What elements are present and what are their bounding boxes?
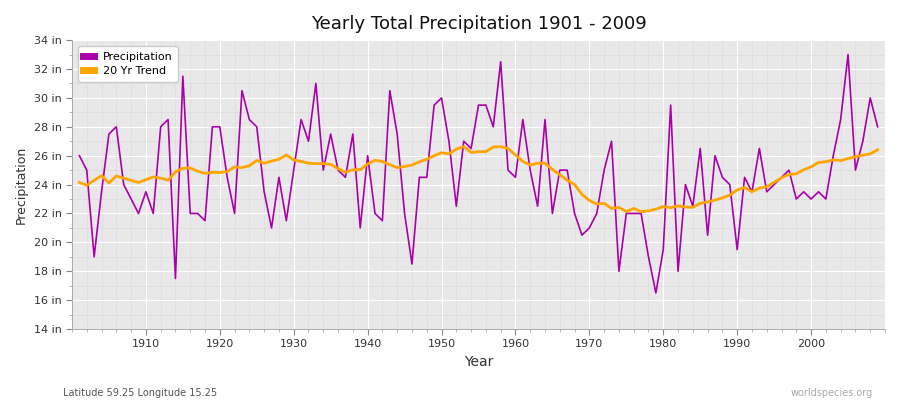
Line: 20 Yr Trend: 20 Yr Trend xyxy=(79,147,878,212)
Precipitation xyxy=(598,168,609,172)
Precipitation xyxy=(510,175,521,180)
20 Yr Trend xyxy=(606,206,616,211)
20 Yr Trend xyxy=(458,144,469,149)
Precipitation xyxy=(503,168,514,172)
Y-axis label: Precipitation: Precipitation xyxy=(15,146,28,224)
20 Yr Trend xyxy=(518,159,528,164)
20 Yr Trend xyxy=(74,180,85,185)
Precipitation xyxy=(651,290,661,295)
20 Yr Trend xyxy=(296,159,307,164)
X-axis label: Year: Year xyxy=(464,355,493,369)
Text: worldspecies.org: worldspecies.org xyxy=(791,388,873,398)
20 Yr Trend xyxy=(872,147,883,152)
Line: Precipitation: Precipitation xyxy=(79,54,878,293)
Precipitation xyxy=(842,52,853,57)
Precipitation xyxy=(133,211,144,216)
Text: Latitude 59.25 Longitude 15.25: Latitude 59.25 Longitude 15.25 xyxy=(63,388,217,398)
Precipitation xyxy=(340,175,351,180)
Precipitation xyxy=(296,117,307,122)
20 Yr Trend xyxy=(340,170,351,175)
20 Yr Trend xyxy=(510,152,521,157)
Precipitation xyxy=(872,124,883,129)
20 Yr Trend xyxy=(621,209,632,214)
20 Yr Trend xyxy=(133,180,144,185)
Legend: Precipitation, 20 Yr Trend: Precipitation, 20 Yr Trend xyxy=(77,46,178,82)
Title: Yearly Total Precipitation 1901 - 2009: Yearly Total Precipitation 1901 - 2009 xyxy=(310,15,646,33)
Precipitation xyxy=(74,153,85,158)
